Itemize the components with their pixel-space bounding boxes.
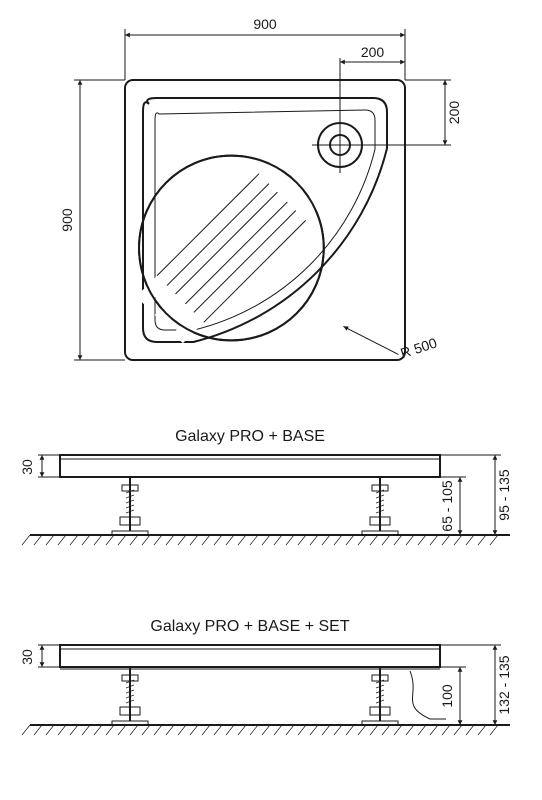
dim-leg-height: 100 xyxy=(439,684,455,708)
dim-tray-thickness: 30 xyxy=(19,459,35,475)
dim-tray-thickness: 30 xyxy=(19,649,35,665)
dim-total-height: 95 - 135 xyxy=(496,469,512,521)
elevation-title: Galaxy PRO + BASE + SET xyxy=(150,618,349,635)
elevation-title: Galaxy PRO + BASE xyxy=(175,428,325,445)
elevation-base-set: Galaxy PRO + BASE + SET 30 100 132 - 135 xyxy=(19,618,512,735)
dim-total-height: 132 - 135 xyxy=(496,655,512,714)
dim-drain-x: 200 xyxy=(361,44,385,60)
dim-width: 900 xyxy=(253,16,277,32)
top-view: 900200900200R 500 xyxy=(59,16,462,361)
dim-leg-height: 65 - 105 xyxy=(439,480,455,532)
dim-drain-y: 200 xyxy=(446,101,462,125)
dim-height: 900 xyxy=(59,208,75,232)
elevation-base: Galaxy PRO + BASE 30 65 - 105 95 - 135 xyxy=(19,428,512,545)
